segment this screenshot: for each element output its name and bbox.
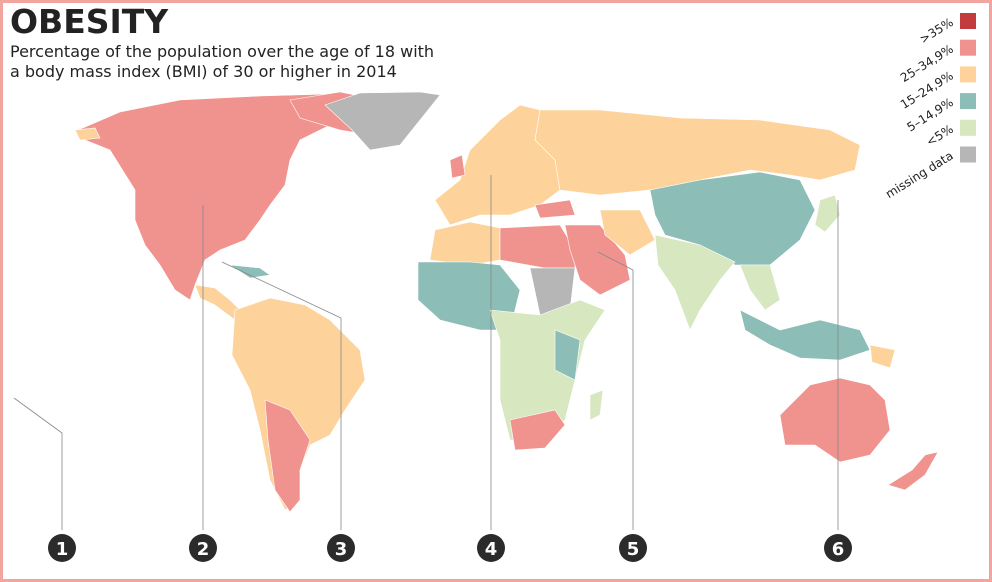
south-cone (264, 399, 311, 513)
marker-badge (48, 534, 76, 562)
marker-number: 2 (197, 539, 210, 560)
marker-badge (619, 534, 647, 562)
north-africa-east (499, 224, 576, 269)
iran (599, 209, 656, 256)
subtitle-line: a body mass index (BMI) of 30 or higher … (10, 62, 397, 81)
leader-line (597, 251, 634, 530)
marker-badge (189, 534, 217, 562)
south-america (231, 297, 366, 511)
marker-number: 6 (832, 539, 845, 560)
central-africa (489, 299, 606, 441)
russia (534, 109, 861, 196)
legend-swatch (960, 13, 976, 29)
title: OBESITY (10, 2, 169, 41)
madagascar (589, 389, 604, 421)
south-africa (509, 409, 566, 451)
australia (779, 377, 891, 463)
indonesia (739, 309, 871, 361)
legend-swatch (960, 146, 976, 163)
markers: 1 2 3 4 5 6 (48, 534, 852, 562)
india (654, 234, 736, 331)
world-map (74, 91, 939, 513)
marker-badge (327, 534, 355, 562)
southeast-asia (739, 264, 781, 311)
caribbean (229, 264, 271, 279)
legend-swatch (960, 66, 976, 83)
alaska-tip (74, 127, 101, 141)
east-africa (554, 329, 581, 381)
marker-badge (477, 534, 505, 562)
turkey (534, 199, 576, 219)
japan (814, 194, 841, 233)
marker-badge (824, 534, 852, 562)
leader-lines (13, 175, 839, 530)
marker-number: 4 (485, 539, 498, 560)
marker-number: 3 (335, 539, 348, 560)
china (649, 171, 816, 266)
marker-number: 5 (627, 539, 640, 560)
leader-line (13, 397, 63, 530)
subtitle-line: Percentage of the population over the ag… (10, 42, 434, 61)
legend-swatch (960, 93, 976, 110)
britain (449, 154, 466, 179)
marker-number: 1 (56, 539, 69, 560)
new-zealand (887, 451, 939, 491)
leader-line (221, 261, 342, 530)
png (869, 344, 896, 369)
legend-swatch (960, 119, 976, 136)
north-africa-west (429, 221, 501, 266)
legend-swatch (960, 39, 976, 56)
greenland (324, 91, 441, 151)
